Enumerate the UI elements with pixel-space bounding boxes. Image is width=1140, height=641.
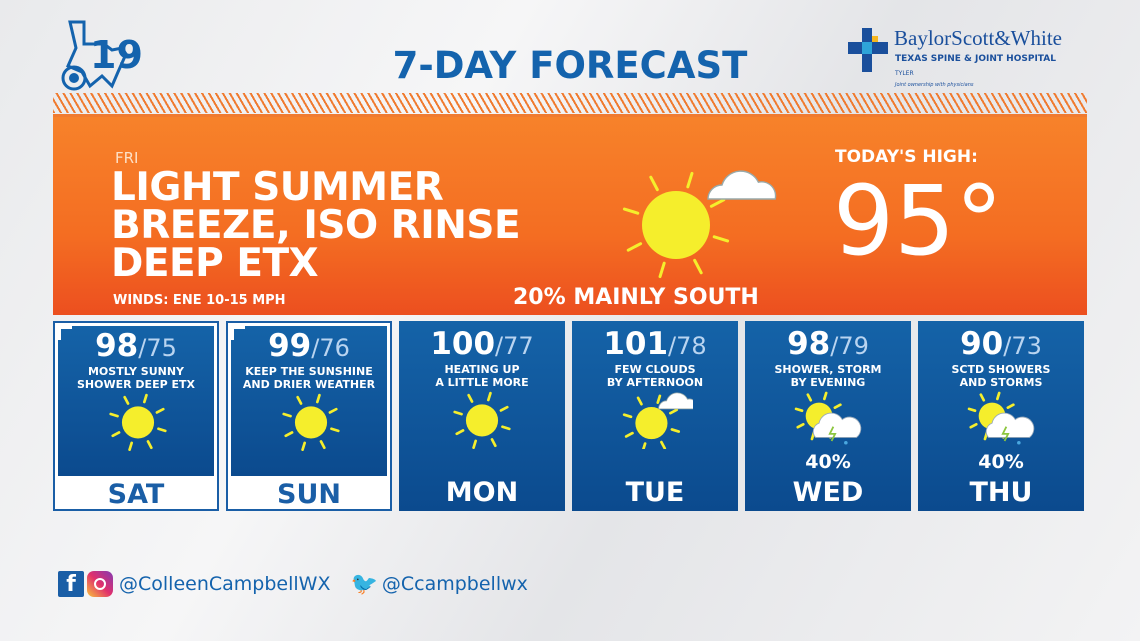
forecast-card-tue: 101/78 FEW CLOUDS BY AFTERNOON TUE xyxy=(572,321,738,511)
twitter-handle[interactable]: @Ccampbellwx xyxy=(381,573,528,595)
low-temp: /78 xyxy=(668,332,707,360)
today-high-label: TODAY'S HIGH: xyxy=(835,147,978,167)
corner-mark xyxy=(231,326,245,340)
twitter-icon[interactable]: 🐦 xyxy=(350,571,378,597)
condition-line: SHOWER, STORM xyxy=(774,363,882,376)
condition-line: MOSTLY SUNNY xyxy=(87,365,185,378)
condition-line: BY AFTERNOON xyxy=(606,376,704,389)
day-name: SUN xyxy=(277,479,341,510)
facebook-icon[interactable]: f xyxy=(58,571,84,597)
sun-cloud-icon xyxy=(622,170,777,279)
condition-line: FEW CLOUDS xyxy=(614,363,696,376)
condition: SCTD SHOWERS AND STORMS xyxy=(918,363,1084,389)
station-logo: 19 xyxy=(61,20,142,91)
headline-line: BREEZE, ISO RINSE xyxy=(111,203,521,248)
page-title: 7-DAY FORECAST xyxy=(392,44,748,87)
divider-line xyxy=(53,114,1087,117)
day-name: SAT xyxy=(107,479,165,510)
low-temp: /75 xyxy=(138,334,177,362)
sun-icon xyxy=(109,393,167,451)
svg-text:19: 19 xyxy=(90,33,142,77)
forecast-card-sun: 99/76 KEEP THE SUNSHINE AND DRIER WEATHER… xyxy=(226,321,392,511)
forecast-card-wed: 98/79 SHOWER, STORM BY EVENING 40% WED xyxy=(745,321,911,511)
low-temp: /76 xyxy=(311,334,350,362)
condition-line: AND DRIER WEATHER xyxy=(242,378,376,391)
day-name: THU xyxy=(969,477,1033,508)
card-panel xyxy=(231,326,387,476)
sponsor-city: TYLER xyxy=(895,70,914,77)
condition: FEW CLOUDS BY AFTERNOON xyxy=(572,363,738,389)
today-high: 95° xyxy=(833,165,1004,277)
high-temp: 98 xyxy=(95,328,139,364)
temperatures: 90/73 xyxy=(918,326,1084,364)
today-day: FRI xyxy=(115,149,139,167)
instagram-icon[interactable] xyxy=(87,571,113,597)
condition: MOSTLY SUNNY SHOWER DEEP ETX xyxy=(55,365,217,391)
hatch-divider xyxy=(53,93,1087,113)
precip-chance: 40% xyxy=(978,451,1024,473)
sponsor-subtitle: TEXAS SPINE & JOINT HOSPITAL xyxy=(895,54,1056,64)
low-temp: /77 xyxy=(495,332,534,360)
condition-line: KEEP THE SUNSHINE xyxy=(245,365,373,378)
today-headline: LIGHT SUMMER BREEZE, ISO RINSE DEEP ETX xyxy=(111,165,521,286)
condition: HEATING UP A LITTLE MORE xyxy=(399,363,565,389)
condition-line: SCTD SHOWERS xyxy=(951,363,1051,376)
condition: KEEP THE SUNSHINE AND DRIER WEATHER xyxy=(228,365,390,391)
high-temp: 98 xyxy=(787,326,831,362)
facebook-instagram-handle[interactable]: @ColleenCampbellWX xyxy=(119,573,331,595)
condition-line: AND STORMS xyxy=(959,376,1043,389)
day-name: WED xyxy=(792,477,864,508)
low-temp: /73 xyxy=(1003,332,1042,360)
thunderstorm-icon xyxy=(794,391,862,445)
temperatures: 99/76 xyxy=(228,328,390,366)
day-name: MON xyxy=(445,477,519,508)
today-precip: 20% MAINLY SOUTH xyxy=(513,285,759,310)
today-panel: FRI LIGHT SUMMER BREEZE, ISO RINSE DEEP … xyxy=(53,117,1087,315)
condition-line: HEATING UP xyxy=(444,363,520,376)
headline-line: LIGHT SUMMER xyxy=(111,165,444,210)
thunderstorm-icon xyxy=(967,391,1035,445)
high-temp: 99 xyxy=(268,328,312,364)
temperatures: 98/79 xyxy=(745,326,911,364)
headline-line: DEEP ETX xyxy=(111,241,319,286)
condition-line: A LITTLE MORE xyxy=(435,376,529,389)
sun-icon xyxy=(453,391,511,449)
forecast-card-sat: 98/75 MOSTLY SUNNY SHOWER DEEP ETX SAT xyxy=(53,321,219,511)
sponsor-cross-icon xyxy=(848,28,888,72)
high-temp: 101 xyxy=(603,326,669,362)
precip-chance: 40% xyxy=(805,451,851,473)
social-footer: f @ColleenCampbellWX 🐦 @Ccampbellwx xyxy=(58,570,528,598)
today-winds: WINDS: ENE 10-15 MPH xyxy=(113,293,286,308)
high-temp: 100 xyxy=(430,326,496,362)
condition-line: SHOWER DEEP ETX xyxy=(77,378,195,391)
card-panel xyxy=(58,326,214,476)
sponsor-name: BaylorScott&White xyxy=(894,26,1062,50)
forecast-card-mon: 100/77 HEATING UP A LITTLE MORE MON xyxy=(399,321,565,511)
sponsor-tagline: Joint ownership with physicians xyxy=(895,82,974,88)
temperatures: 101/78 xyxy=(572,326,738,364)
high-temp: 90 xyxy=(960,326,1004,362)
day-name: TUE xyxy=(625,477,685,508)
partly-cloudy-icon xyxy=(622,392,693,449)
condition: SHOWER, STORM BY EVENING xyxy=(745,363,911,389)
corner-mark xyxy=(58,326,72,340)
condition-line: BY EVENING xyxy=(790,376,866,389)
forecast-card-thu: 90/73 SCTD SHOWERS AND STORMS 40% THU xyxy=(918,321,1084,511)
temperatures: 98/75 xyxy=(55,328,217,366)
temperatures: 100/77 xyxy=(399,326,565,364)
sun-icon xyxy=(282,393,340,451)
low-temp: /79 xyxy=(830,332,869,360)
